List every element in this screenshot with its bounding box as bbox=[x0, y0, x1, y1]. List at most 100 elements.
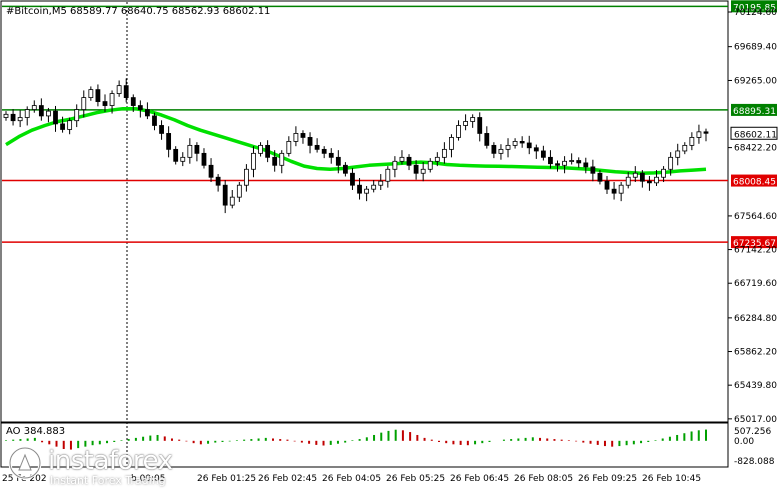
price-axis: 70124.60 69689.40 69265.00 68422.20 67564.60… bbox=[728, 8, 778, 425]
candle-body bbox=[307, 137, 313, 146]
candle-body bbox=[222, 184, 228, 206]
candle-body bbox=[208, 164, 214, 178]
level-label: 70195.85 bbox=[733, 3, 776, 13]
candle-body bbox=[470, 117, 476, 122]
candle-body bbox=[236, 184, 242, 198]
time-tick-label: 26 Feb 06:45 bbox=[450, 474, 509, 484]
candle-body bbox=[251, 152, 256, 170]
main-chart-frame bbox=[0, 0, 729, 423]
horizontal-levels: 70195.85 68895.31 68008.45 67235.67 bbox=[2, 0, 777, 249]
candle-body bbox=[342, 164, 348, 174]
candle-body bbox=[180, 156, 186, 162]
candle-body bbox=[661, 168, 666, 178]
candle-body bbox=[145, 109, 150, 117]
candle-body bbox=[639, 172, 645, 182]
price-tick-label: 65862.20 bbox=[734, 348, 777, 358]
level-label: 67235.67 bbox=[733, 239, 776, 249]
price-tick-label: 65017.00 bbox=[734, 415, 777, 425]
candle-series bbox=[3, 78, 709, 214]
candle-body bbox=[265, 144, 271, 158]
candle-body bbox=[229, 196, 235, 206]
candle-body bbox=[17, 117, 23, 122]
level-label-box bbox=[731, 0, 777, 13]
symbol-header: #Bitcoin,M5 68589.77 68640.75 68562.93 6… bbox=[6, 6, 270, 17]
candle-body bbox=[441, 148, 447, 158]
candle-body bbox=[116, 85, 122, 95]
time-tick-label: b 00:05 bbox=[131, 474, 166, 484]
candle-body bbox=[293, 133, 299, 142]
moving-average-line bbox=[5, 106, 707, 176]
watermark-tagline: Instant Forex Trading bbox=[50, 474, 166, 487]
candle-body bbox=[321, 148, 327, 154]
candle-body bbox=[258, 144, 263, 154]
instaforex-watermark: instaforex Instant Forex Trading bbox=[4, 444, 194, 488]
candle-body bbox=[555, 163, 560, 166]
indicator-frame bbox=[0, 422, 729, 468]
candle-body bbox=[123, 85, 129, 98]
candle-body bbox=[272, 156, 278, 166]
candle-body bbox=[590, 166, 596, 174]
time-tick-label: 26 Feb 02:45 bbox=[258, 474, 317, 484]
candle-body bbox=[703, 131, 709, 134]
ao-tick-label: 0.00 bbox=[734, 437, 754, 447]
candle-body bbox=[456, 125, 461, 138]
candle-body bbox=[74, 109, 80, 122]
candle-body bbox=[95, 89, 101, 102]
ao-label: AO 384.883 bbox=[6, 426, 65, 437]
candle-body bbox=[357, 184, 362, 194]
candle-body bbox=[201, 152, 207, 166]
candle-body bbox=[548, 156, 553, 165]
level-label-box bbox=[731, 103, 777, 116]
current-price-label: 68602.11 bbox=[734, 130, 777, 140]
candle-body bbox=[109, 93, 115, 106]
instaforex-logo-icon bbox=[8, 446, 42, 480]
candle-body bbox=[632, 172, 638, 178]
time-tick-label: 26 Feb 04:05 bbox=[322, 474, 381, 484]
candle-body bbox=[130, 97, 136, 106]
price-tick-label: 68422.20 bbox=[734, 144, 777, 154]
candle-body bbox=[540, 150, 546, 158]
candle-body bbox=[60, 123, 65, 130]
candle-body bbox=[625, 176, 631, 186]
candle-body bbox=[519, 141, 525, 144]
candle-body bbox=[81, 97, 87, 110]
ao-tick-label: 507.256 bbox=[734, 427, 771, 437]
candle-body bbox=[244, 168, 249, 186]
ao-histogram bbox=[5, 429, 707, 450]
candle-body bbox=[576, 160, 582, 164]
candle-body bbox=[449, 137, 454, 150]
candle-body bbox=[3, 113, 9, 118]
candle-body bbox=[654, 176, 659, 184]
price-tick-label: 66719.60 bbox=[734, 279, 777, 289]
watermark-brand: instaforex bbox=[48, 446, 173, 476]
current-price-box bbox=[730, 126, 778, 140]
candle-body bbox=[618, 184, 624, 194]
candle-body bbox=[668, 156, 674, 170]
price-tick-label: 65439.80 bbox=[734, 381, 777, 391]
time-tick-label: 26 Feb 10:45 bbox=[642, 474, 701, 484]
candle-body bbox=[392, 160, 398, 170]
candle-body bbox=[597, 172, 603, 182]
candle-body bbox=[187, 144, 193, 158]
candle-body bbox=[583, 162, 589, 168]
level-label-box bbox=[731, 236, 777, 249]
candle-body bbox=[413, 164, 419, 174]
time-tick-label: 26 Feb 05:25 bbox=[386, 474, 445, 484]
candle-body bbox=[371, 184, 377, 190]
candle-body bbox=[477, 117, 483, 134]
candle-body bbox=[335, 156, 341, 166]
price-tick-label: 67142.20 bbox=[734, 246, 777, 256]
candle-body bbox=[526, 142, 532, 149]
price-tick-label: 66284.80 bbox=[734, 314, 777, 324]
moving-average-series bbox=[5, 106, 707, 176]
candle-body bbox=[279, 152, 285, 166]
candle-body bbox=[491, 144, 497, 154]
level-label: 68895.31 bbox=[733, 107, 776, 117]
candle-body bbox=[166, 133, 172, 150]
candle-body bbox=[696, 131, 702, 138]
candle-body bbox=[498, 148, 504, 154]
candle-body bbox=[434, 156, 440, 162]
candle-body bbox=[364, 188, 370, 194]
